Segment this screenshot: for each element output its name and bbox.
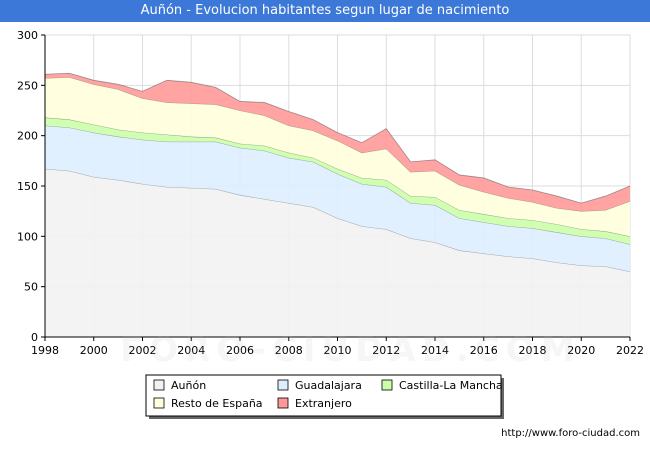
x-tick-label: 2012 bbox=[372, 344, 400, 357]
x-tick-label: 2006 bbox=[226, 344, 254, 357]
series-line bbox=[44, 117, 631, 237]
chart-title: Auñón - Evolucion habitantes segun lugar… bbox=[0, 0, 650, 22]
series-area-castilla-la-mancha bbox=[45, 117, 630, 245]
legend-box bbox=[145, 374, 502, 417]
legend-label: Extranjero bbox=[295, 397, 352, 410]
y-tick-label: 100 bbox=[17, 230, 38, 243]
x-tick-label: 1998 bbox=[31, 344, 59, 357]
y-tick-label: 300 bbox=[17, 29, 38, 42]
y-tick-label: 0 bbox=[31, 331, 38, 344]
x-tick-labels: 1998 2000 2002 2004 2006 2008 2010 2012 2014 2016… bbox=[31, 344, 644, 357]
axes bbox=[41, 34, 631, 341]
series-area-guadalajara bbox=[45, 125, 630, 272]
legend-label: Resto de España bbox=[171, 397, 263, 410]
legend-label: Auñón bbox=[171, 379, 206, 392]
x-tick-label: 2018 bbox=[519, 344, 547, 357]
x-tick-label: 2008 bbox=[275, 344, 303, 357]
x-tick-label: 2014 bbox=[421, 344, 449, 357]
x-tick-label: 2010 bbox=[324, 344, 352, 357]
legend-swatch bbox=[277, 397, 289, 409]
y-tick-label: 250 bbox=[17, 79, 38, 92]
y-tick-label: 50 bbox=[24, 281, 38, 294]
series-area-au-n bbox=[45, 168, 630, 337]
legend: Auñón Guadalajara Castilla-La Mancha Resto … bbox=[145, 374, 504, 419]
x-tick-label: 2002 bbox=[129, 344, 157, 357]
legend-swatch bbox=[277, 379, 289, 391]
x-tick-label: 2004 bbox=[177, 344, 205, 357]
series-area-resto-de-espa-a bbox=[45, 77, 630, 237]
y-tick-label: 150 bbox=[17, 180, 38, 193]
legend-label: Guadalajara bbox=[295, 379, 362, 392]
series-areas bbox=[44, 72, 631, 337]
x-tick-label: 2000 bbox=[80, 344, 108, 357]
y-tick-label: 200 bbox=[17, 130, 38, 143]
x-tick-label: 2022 bbox=[616, 344, 644, 357]
legend-swatch bbox=[381, 379, 393, 391]
series-line bbox=[44, 72, 631, 204]
x-tick-label: 2016 bbox=[470, 344, 498, 357]
legend-swatch bbox=[153, 379, 165, 391]
legend-label: Castilla-La Mancha bbox=[399, 379, 503, 392]
x-tick-label: 2020 bbox=[567, 344, 595, 357]
y-tick-labels: 0 50 100 150 200 250 300 bbox=[17, 29, 38, 344]
source-url[interactable]: http://www.foro-ciudad.com bbox=[501, 428, 640, 439]
legend-swatch bbox=[153, 397, 165, 409]
